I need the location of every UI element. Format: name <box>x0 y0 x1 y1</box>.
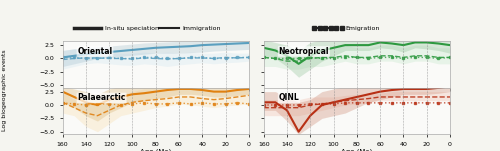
Text: Emigration: Emigration <box>346 26 380 31</box>
Text: Oriental: Oriental <box>78 47 112 56</box>
Text: In-situ speciation: In-situ speciation <box>105 26 159 31</box>
Text: Palaearctic: Palaearctic <box>78 93 126 103</box>
Text: Neotropical: Neotropical <box>278 47 329 56</box>
Text: Log biogeographic events: Log biogeographic events <box>2 50 7 131</box>
X-axis label: Age (Ma): Age (Ma) <box>341 148 372 151</box>
X-axis label: Age (Ma): Age (Ma) <box>140 148 172 151</box>
Text: QINL: QINL <box>278 93 299 103</box>
Text: Immigration: Immigration <box>182 26 221 31</box>
